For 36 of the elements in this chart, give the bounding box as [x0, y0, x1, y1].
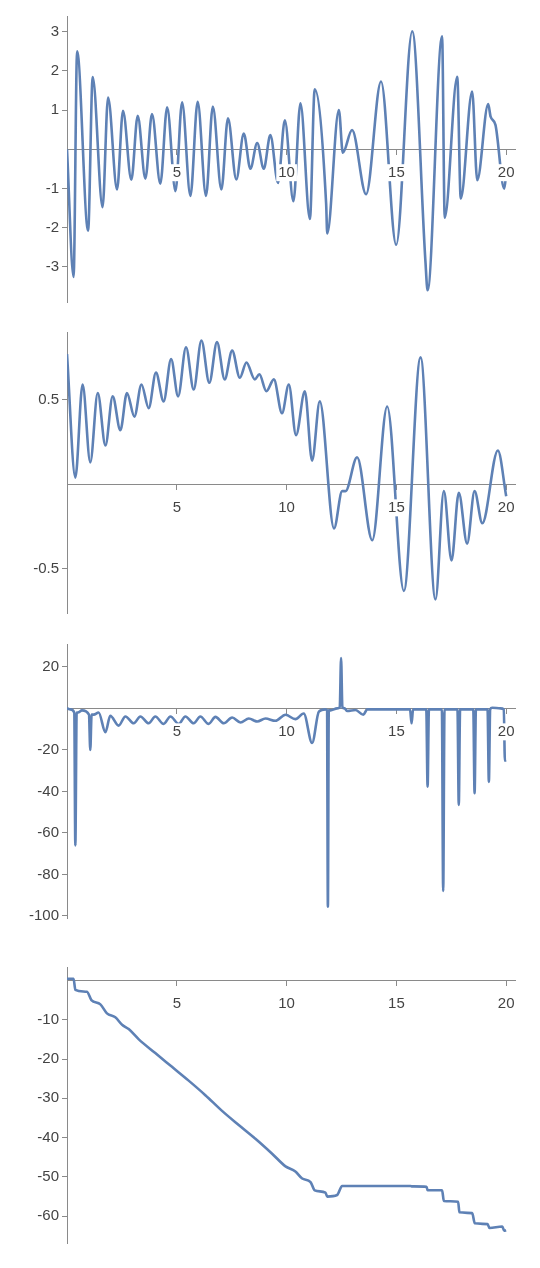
x-tick-label: 10: [278, 994, 295, 1012]
y-tick-label: -100: [28, 906, 59, 924]
y-tick-label: -1: [45, 178, 59, 196]
x-tick-label: 15: [388, 162, 405, 180]
y-tick-label: -40: [37, 1127, 59, 1145]
y-tick-label: -20: [37, 1049, 59, 1067]
x-tick-label: 5: [172, 162, 181, 180]
x-tick-label: 5: [172, 721, 181, 739]
x-tick-label: 10: [278, 162, 295, 180]
x-tick-label: 20: [497, 721, 515, 739]
x-tick-label: 15: [388, 497, 405, 515]
y-tick-label: -10: [37, 1009, 59, 1027]
x-tick-label: 5: [172, 994, 181, 1012]
x-tick-label: 10: [278, 721, 295, 739]
y-tick-label: 0.5: [38, 389, 59, 407]
y-tick-label: -0.5: [33, 559, 59, 577]
y-tick-label: -60: [37, 1206, 59, 1224]
x-tick-label: 20: [497, 162, 515, 180]
y-tick-label: 2: [50, 60, 59, 78]
x-tick-label: 20: [497, 994, 515, 1012]
x-tick-label: 15: [388, 721, 405, 739]
y-tick-label: -20: [37, 740, 59, 757]
y-tick-label: -2: [45, 217, 59, 235]
x-tick-label: 10: [278, 497, 295, 515]
x-tick-label: 20: [497, 497, 515, 515]
y-tick-label: -60: [37, 823, 59, 841]
y-tick-label: -30: [37, 1088, 59, 1106]
y-tick-label: -80: [37, 864, 59, 882]
y-tick-label: -3: [45, 256, 59, 274]
y-tick-label: -50: [37, 1167, 59, 1185]
y-tick-label: 1: [50, 100, 59, 118]
x-tick-label: 5: [172, 497, 181, 515]
x-tick-label: 15: [388, 994, 405, 1012]
y-tick-label: 20: [42, 656, 59, 674]
y-tick-label: 3: [50, 21, 59, 39]
y-tick-label: -40: [37, 781, 59, 799]
